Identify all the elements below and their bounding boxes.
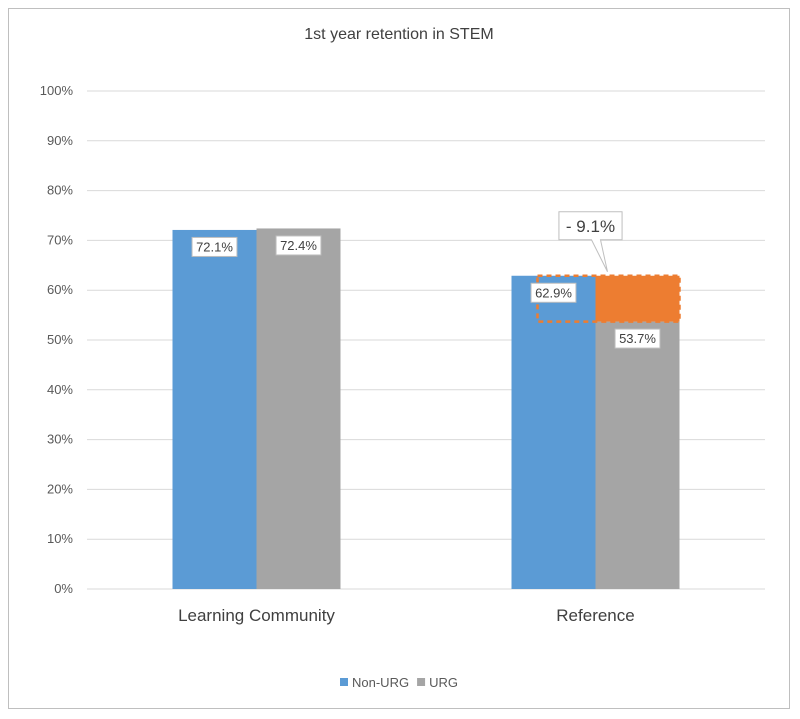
chart-title: 1st year retention in STEM bbox=[304, 26, 493, 43]
y-tick-label: 30% bbox=[47, 432, 73, 447]
bar-urg-2 bbox=[595, 321, 680, 589]
chart-svg: 1st year retention in STEM 0% 10% 20% 30% 40… bbox=[40, 26, 765, 690]
bar-urg-1 bbox=[256, 228, 341, 589]
data-label-text: 62.9% bbox=[535, 285, 572, 300]
legend-swatch-urg bbox=[417, 678, 426, 686]
data-label: 53.7% bbox=[614, 328, 661, 349]
legend-swatch-non-urg bbox=[340, 678, 348, 686]
y-tick-label: 50% bbox=[47, 332, 73, 347]
x-axis-categories: Learning Community Reference bbox=[178, 606, 635, 625]
data-label-box bbox=[530, 282, 577, 303]
data-label: 72.1% bbox=[191, 236, 238, 257]
y-tick-label: 90% bbox=[47, 133, 73, 148]
y-tick-label: 60% bbox=[47, 282, 73, 297]
legend-label: URG bbox=[429, 675, 458, 690]
data-label-box bbox=[191, 236, 238, 257]
gap-rectangle bbox=[595, 275, 680, 322]
data-label: 62.9% bbox=[530, 282, 577, 303]
legend: Non-URG URG bbox=[340, 675, 458, 690]
y-tick-label: 80% bbox=[47, 183, 73, 198]
y-tick-label: 0% bbox=[54, 581, 73, 596]
chart-frame: 1st year retention in STEM 0% 10% 20% 30% 40… bbox=[8, 8, 790, 709]
y-tick-label: 20% bbox=[47, 481, 73, 496]
y-tick-label: 40% bbox=[47, 382, 73, 397]
y-axis-ticks: 0% 10% 20% 30% 40% 50% 60% 70% 80% 90% 100% bbox=[40, 83, 74, 596]
data-label-box bbox=[275, 235, 322, 256]
data-label: 72.4% bbox=[275, 235, 322, 256]
data-label-text: 53.7% bbox=[619, 331, 656, 346]
y-tick-label: 100% bbox=[40, 83, 74, 98]
legend-label: Non-URG bbox=[352, 675, 409, 690]
data-label-text: 72.1% bbox=[196, 239, 233, 254]
x-category-label: Reference bbox=[556, 606, 634, 625]
x-category-label: Learning Community bbox=[178, 606, 335, 625]
data-label-box bbox=[614, 328, 661, 349]
data-labels: 72.1% 72.4% 62.9% 53.7% bbox=[191, 235, 661, 349]
data-label-text: 72.4% bbox=[280, 238, 317, 253]
gap-callout-bubble bbox=[558, 211, 623, 272]
gap-callout: - 9.1% bbox=[558, 211, 623, 272]
y-tick-label: 70% bbox=[47, 232, 73, 247]
bars bbox=[172, 228, 680, 589]
y-tick-label: 10% bbox=[47, 531, 73, 546]
gap-callout-text: - 9.1% bbox=[566, 217, 615, 236]
bar-non-urg-2 bbox=[511, 275, 596, 589]
bar-non-urg-1 bbox=[172, 229, 257, 589]
